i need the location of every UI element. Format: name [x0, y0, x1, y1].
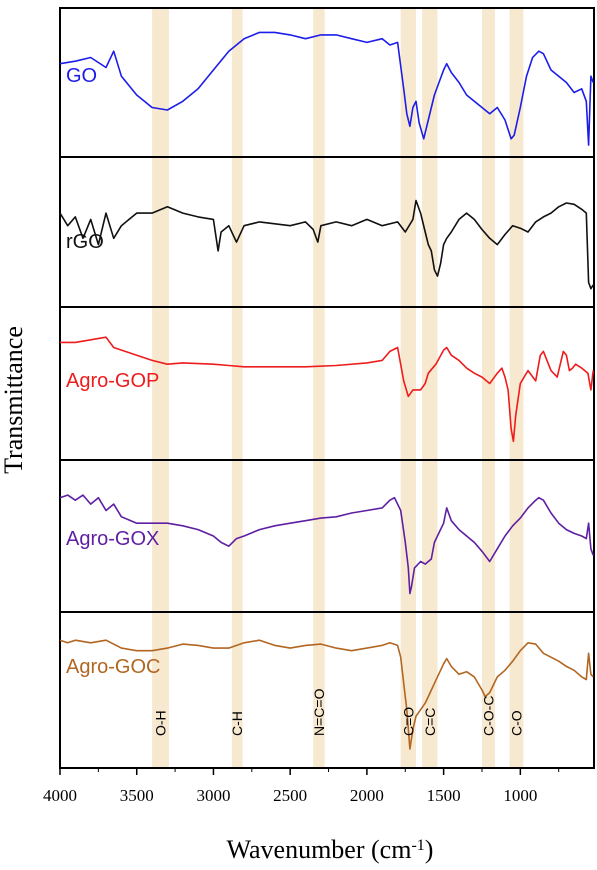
band-cc: [422, 8, 438, 768]
series-label-go: GO: [66, 65, 97, 87]
x-axis-title-sup: -1: [411, 837, 424, 854]
series-line-go: [59, 31, 594, 146]
band-label: C=C: [422, 708, 438, 736]
band-co: [509, 8, 524, 768]
band-nco: [313, 8, 325, 768]
band-ch: [231, 8, 243, 768]
x-axis-title: Wavenumber (cm-1): [227, 835, 434, 864]
band-coc: [481, 8, 496, 768]
series-line-rgo: [59, 199, 594, 290]
series-label-agro-gox: Agro-GOX: [66, 528, 159, 550]
band-label: C-O: [509, 710, 525, 736]
band-label: C-H: [229, 711, 245, 736]
x-tick-label: 1500: [427, 786, 461, 805]
band-oh: [152, 8, 169, 768]
series-line-agro-gop: [60, 336, 594, 443]
series-line-agro-gox: [59, 494, 594, 595]
band-label: O-H: [153, 710, 169, 736]
series-line-agro-goc: [59, 639, 594, 750]
x-tick-label: 3000: [196, 786, 230, 805]
band-label: C=O: [400, 707, 416, 736]
band-label: N=C=O: [311, 688, 327, 736]
series-label-rgo: rGO: [66, 231, 104, 253]
x-tick-label: 4000: [43, 786, 77, 805]
x-tick-label: 1000: [503, 786, 537, 805]
panel-frame: [59, 611, 595, 769]
y-axis-title: Transmittance: [0, 326, 28, 474]
x-tick-label: 3500: [120, 786, 154, 805]
band-label: C-O-C: [481, 696, 497, 736]
series-label-agro-goc: Agro-GOC: [66, 656, 160, 678]
x-tick-label: 2000: [350, 786, 384, 805]
series-label-agro-gop: Agro-GOP: [66, 370, 159, 392]
x-tick-label: 2500: [273, 786, 307, 805]
